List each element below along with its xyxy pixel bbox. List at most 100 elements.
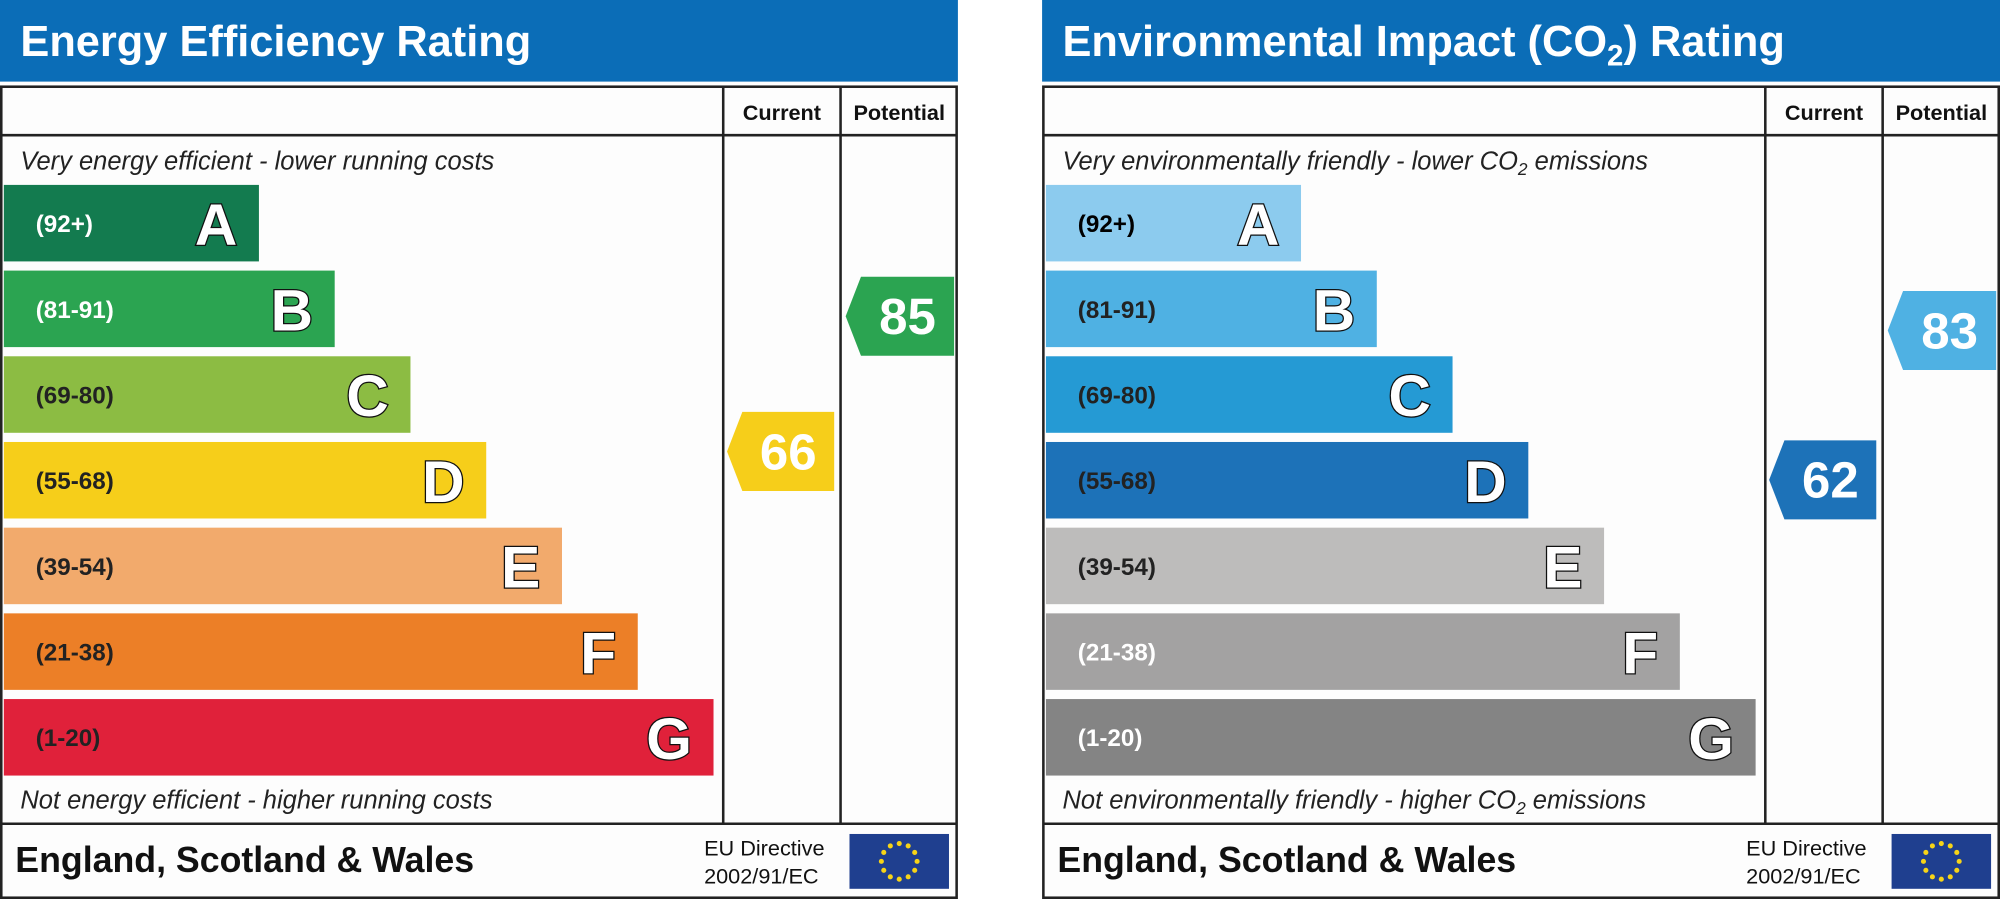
eu-star xyxy=(1923,849,1929,856)
eu-star xyxy=(878,858,884,864)
footer-text: England, Scotland & Wales xyxy=(1057,840,1516,880)
bottom-note-part: emissions xyxy=(1526,786,1647,814)
band-letter: D xyxy=(1464,450,1506,515)
eu-star xyxy=(1956,858,1962,864)
band-letter: B xyxy=(1313,279,1355,344)
potential-arrow xyxy=(1887,290,1997,371)
current-arrow xyxy=(1769,440,1877,520)
panel-title-part: Energy Efficiency Rating xyxy=(20,18,531,66)
column-header: Current xyxy=(1785,100,1863,125)
band-range: (92+) xyxy=(36,211,93,238)
band-bar xyxy=(3,613,638,690)
band-range: (81-91) xyxy=(36,297,114,324)
band-letter: A xyxy=(1237,193,1279,258)
band-bar xyxy=(3,527,562,605)
band-range: (39-54) xyxy=(36,554,114,581)
eu-star xyxy=(1947,843,1953,849)
top-note: Very energy efficient - lower running co… xyxy=(20,148,494,176)
eu-star xyxy=(1929,843,1935,849)
panel-title: Environmental Impact (CO2) Rating xyxy=(1063,18,1785,73)
band-bar xyxy=(3,184,259,262)
potential-score: 83 xyxy=(1921,302,1978,359)
band-bar xyxy=(3,270,335,348)
band-letter: A xyxy=(195,193,237,258)
band-letter: C xyxy=(1388,364,1430,429)
bottom-note: Not environmentally friendly - higher CO… xyxy=(1063,786,1647,818)
band-bar xyxy=(3,356,411,433)
eu-star xyxy=(896,840,902,847)
bottom-note-part: 2 xyxy=(1515,798,1526,818)
band-bar xyxy=(1045,613,1680,690)
band-range: (92+) xyxy=(1078,211,1135,238)
band-letter: E xyxy=(501,536,540,601)
eu-star xyxy=(912,867,918,873)
column-header: Current xyxy=(743,100,821,125)
band-range: (81-91) xyxy=(1078,297,1156,324)
band-letter: B xyxy=(271,279,313,344)
band-bar xyxy=(1045,699,1756,776)
band-bar xyxy=(1045,270,1377,348)
eu-star xyxy=(881,849,887,856)
directive-line: EU Directive xyxy=(704,836,824,861)
eu-star xyxy=(896,876,902,882)
panel-title: Energy Efficiency Rating xyxy=(20,18,531,66)
eu-star xyxy=(905,843,911,849)
panel-title-part: Environmental Impact (CO xyxy=(1063,18,1608,66)
potential-arrow xyxy=(845,276,955,356)
bottom-note: Not energy efficient - higher running co… xyxy=(20,786,492,814)
title-bar xyxy=(1042,0,2000,82)
eu-star xyxy=(1938,876,1944,882)
band-bar xyxy=(3,441,487,519)
directive-line: 2002/91/EC xyxy=(1746,864,1860,889)
eu-star xyxy=(1954,867,1960,873)
band-range: (1-20) xyxy=(36,725,101,752)
band-letter: F xyxy=(1622,621,1658,686)
potential-score: 85 xyxy=(879,288,936,345)
top-note-part: 2 xyxy=(1517,159,1528,179)
eu-star xyxy=(1920,858,1927,864)
eu-star xyxy=(1923,867,1929,873)
band-bar xyxy=(1045,441,1529,519)
title-bar xyxy=(0,0,958,82)
band-bar xyxy=(1045,184,1302,262)
eu-star xyxy=(1938,840,1944,847)
rating-panel: Energy Efficiency Rating Current Potential… xyxy=(0,0,958,899)
eu-star xyxy=(1954,849,1960,856)
band-range: (21-38) xyxy=(36,640,114,667)
band-bar xyxy=(3,699,714,776)
eu-star xyxy=(914,858,920,864)
rating-panel: Environmental Impact (CO2) RatingCurrent… xyxy=(1042,0,2000,899)
band-letter: E xyxy=(1543,536,1582,601)
current-arrow xyxy=(727,411,835,491)
band-bar xyxy=(1045,356,1453,433)
band-letter: D xyxy=(422,450,464,515)
top-note-part: Very environmentally friendly - lower CO xyxy=(1063,148,1519,176)
band-letter: G xyxy=(646,707,692,772)
eu-star xyxy=(1929,874,1935,880)
eu-star xyxy=(887,843,893,849)
band-bar xyxy=(1045,527,1605,605)
band-range: (1-20) xyxy=(1078,725,1143,752)
column-header: Potential xyxy=(853,100,945,125)
panel-title-part: ) Rating xyxy=(1623,18,1784,66)
top-note: Very environmentally friendly - lower CO… xyxy=(1063,148,1649,180)
band-letter: G xyxy=(1688,707,1734,772)
band-range: (55-68) xyxy=(1078,468,1156,495)
current-score: 66 xyxy=(760,423,817,480)
eu-star xyxy=(887,874,893,880)
column-header: Potential xyxy=(1896,100,1988,125)
eu-star xyxy=(881,867,887,873)
directive-line: EU Directive xyxy=(1746,836,1866,861)
bottom-note-part: Not energy efficient - higher running co… xyxy=(20,786,492,814)
eu-star xyxy=(1947,874,1953,880)
bottom-note-part: Not environmentally friendly - higher CO xyxy=(1063,786,1517,814)
panel-title-part: 2 xyxy=(1607,40,1623,73)
band-range: (69-80) xyxy=(36,382,114,409)
band-range: (55-68) xyxy=(36,468,114,495)
footer-text: England, Scotland & Wales xyxy=(15,840,474,880)
band-range: (69-80) xyxy=(1078,382,1156,409)
band-range: (21-38) xyxy=(1078,640,1156,667)
top-note-part: Very energy efficient - lower running co… xyxy=(20,148,494,176)
directive-line: 2002/91/EC xyxy=(704,864,818,889)
